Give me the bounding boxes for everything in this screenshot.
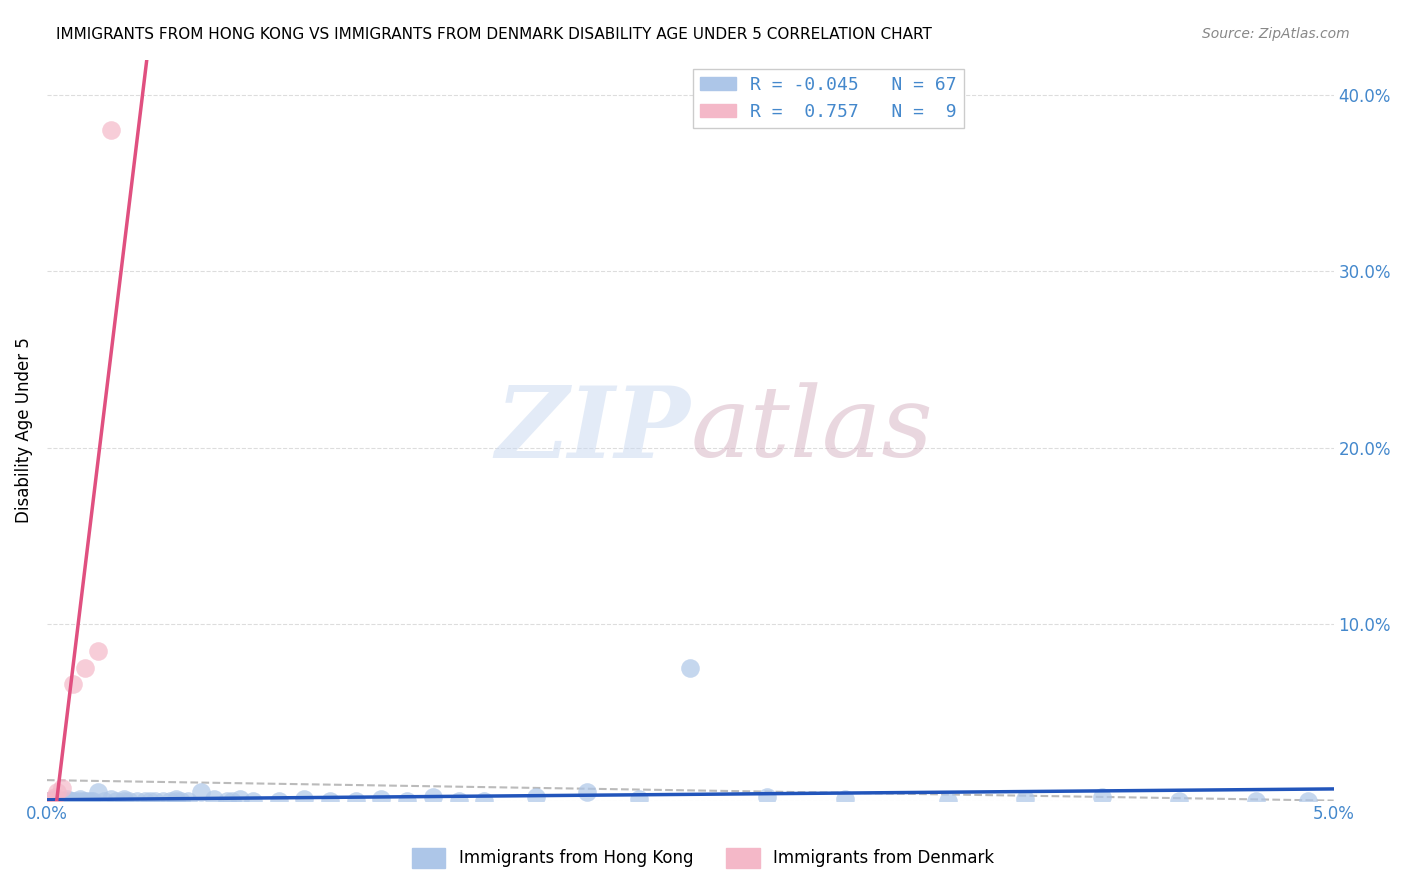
Point: [1091, 790, 1114, 805]
Point: [59, 794, 82, 808]
Point: [165, 792, 187, 806]
Point: [69, 792, 91, 806]
Point: [87, 643, 110, 657]
Point: [46, 794, 69, 808]
Point: [49, 794, 72, 808]
Point: [44, 790, 66, 805]
Point: [46, 794, 69, 808]
Point: [170, 794, 193, 808]
Point: [51, 781, 73, 796]
Point: [62, 677, 84, 691]
Point: [834, 792, 856, 806]
Point: [51, 794, 73, 808]
Point: [143, 794, 166, 808]
Point: [41, 794, 63, 808]
Point: [44, 792, 66, 806]
Point: [72, 794, 94, 808]
Point: [93, 794, 115, 808]
Point: [75, 661, 97, 675]
Point: [1014, 792, 1036, 806]
Point: [215, 794, 238, 808]
Point: [159, 794, 181, 808]
Point: [62, 794, 84, 808]
Point: [112, 792, 135, 806]
Text: Source: ZipAtlas.com: Source: ZipAtlas.com: [1202, 27, 1350, 41]
Point: [474, 794, 496, 808]
Point: [202, 792, 225, 806]
Point: [319, 794, 342, 808]
Point: [53, 794, 76, 808]
Legend: R = -0.045   N = 67, R =  0.757   N =  9: R = -0.045 N = 67, R = 0.757 N = 9: [693, 69, 965, 128]
Point: [344, 794, 367, 808]
Point: [221, 794, 243, 808]
Point: [152, 794, 174, 808]
Point: [44, 794, 66, 808]
Point: [77, 794, 100, 808]
Point: [49, 794, 72, 808]
Point: [62, 794, 84, 808]
Point: [177, 794, 200, 808]
Point: [100, 792, 122, 806]
Point: [165, 794, 187, 808]
Point: [134, 794, 156, 808]
Point: [41, 794, 63, 808]
Point: [1246, 794, 1268, 808]
Text: ZIP: ZIP: [495, 382, 690, 478]
Point: [53, 794, 76, 808]
Point: [396, 794, 419, 808]
Point: [46, 785, 69, 799]
Point: [936, 794, 959, 808]
Point: [422, 790, 444, 805]
Point: [112, 794, 135, 808]
Point: [447, 794, 470, 808]
Point: [242, 794, 264, 808]
Point: [292, 792, 315, 806]
Point: [756, 790, 779, 805]
Point: [82, 794, 104, 808]
Point: [627, 792, 650, 806]
Legend: Immigrants from Hong Kong, Immigrants from Denmark: Immigrants from Hong Kong, Immigrants fr…: [405, 841, 1001, 875]
Point: [267, 794, 290, 808]
Point: [38, 794, 60, 808]
Point: [38, 794, 60, 808]
Point: [576, 785, 599, 799]
Point: [370, 792, 392, 806]
Point: [75, 794, 97, 808]
Point: [118, 794, 141, 808]
Y-axis label: Disability Age Under 5: Disability Age Under 5: [15, 337, 32, 523]
Point: [125, 794, 148, 808]
Point: [100, 123, 122, 137]
Point: [229, 792, 252, 806]
Point: [87, 785, 110, 799]
Point: [79, 794, 101, 808]
Point: [66, 794, 89, 808]
Text: atlas: atlas: [690, 383, 934, 478]
Point: [1296, 794, 1319, 808]
Point: [56, 792, 79, 806]
Point: [1168, 794, 1191, 808]
Point: [35, 794, 58, 808]
Point: [139, 794, 162, 808]
Text: IMMIGRANTS FROM HONG KONG VS IMMIGRANTS FROM DENMARK DISABILITY AGE UNDER 5 CORR: IMMIGRANTS FROM HONG KONG VS IMMIGRANTS …: [56, 27, 932, 42]
Point: [679, 661, 702, 675]
Point: [105, 794, 128, 808]
Point: [524, 790, 547, 805]
Point: [190, 785, 212, 799]
